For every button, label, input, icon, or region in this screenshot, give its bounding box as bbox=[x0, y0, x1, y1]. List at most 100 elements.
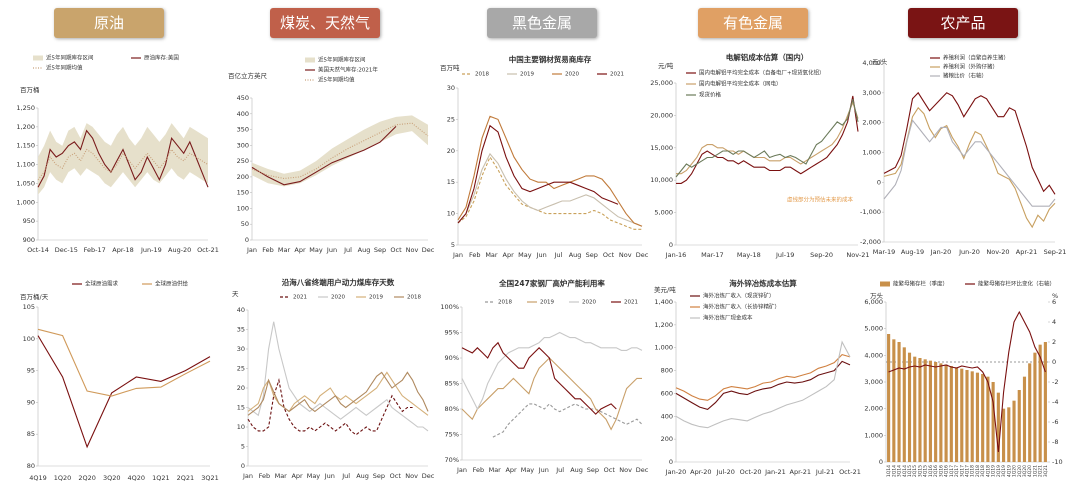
x-tick-label: Aug-19 bbox=[901, 248, 924, 256]
y-tick-label: 350 bbox=[237, 126, 249, 134]
x-tick-label: Oct bbox=[390, 472, 402, 480]
bar bbox=[954, 367, 959, 462]
series-line bbox=[675, 340, 851, 429]
chart-title: 沿海八省终端用户动力煤库存天数 bbox=[282, 277, 395, 287]
y-tick-label: 2,000 bbox=[864, 405, 883, 413]
series-line bbox=[676, 95, 859, 184]
legend-label: 近5年同期均值 bbox=[318, 76, 355, 84]
bar bbox=[1033, 352, 1037, 462]
legend-label: 近5年同期库存区间 bbox=[318, 56, 366, 64]
x-tick-label: 2Q21 bbox=[1038, 465, 1044, 477]
y-tick-label: 1,400 bbox=[654, 298, 673, 306]
legend-label: 全球原油需求 bbox=[85, 280, 119, 288]
x-tick-label: 2Q19 bbox=[996, 465, 1002, 477]
y-tick-label: 6,000 bbox=[864, 298, 883, 306]
bar bbox=[918, 358, 922, 462]
series-line bbox=[675, 360, 851, 411]
x-tick-label: Apr-20 bbox=[690, 468, 711, 476]
y2-tick-label: -6 bbox=[1052, 418, 1058, 426]
y-tick-label: 10 bbox=[447, 210, 455, 218]
x-tick-label: Oct bbox=[390, 246, 402, 254]
series-line bbox=[883, 91, 1056, 195]
x-tick-label: Mar-19 bbox=[873, 248, 895, 256]
x-tick-label: Nov-20 bbox=[986, 248, 1009, 256]
x-tick-label: Jun bbox=[324, 472, 335, 480]
legend-label: 2021 bbox=[624, 300, 638, 306]
x-tick-label: Sep bbox=[586, 251, 598, 259]
y2-tick-label: -10 bbox=[1052, 458, 1063, 466]
series-line bbox=[883, 106, 1056, 229]
bar bbox=[902, 347, 906, 462]
x-tick-label: 3Q21 bbox=[201, 474, 219, 482]
y-tick-label: 5 bbox=[241, 443, 245, 451]
bar bbox=[913, 356, 917, 462]
legend-label: 能繁母猪存栏（季度） bbox=[893, 280, 948, 288]
x-tick-label: 4Q15 bbox=[923, 465, 929, 477]
x-tick-label: Sep bbox=[373, 472, 385, 480]
range-band bbox=[38, 123, 208, 195]
x-tick-label: Jul bbox=[343, 246, 352, 254]
y-tick-label: 90 bbox=[27, 398, 35, 406]
x-tick-label: Jun bbox=[538, 466, 549, 474]
legend-label: 近5年同期均值 bbox=[46, 64, 83, 72]
legend-label: 2019 bbox=[520, 72, 534, 78]
series-line bbox=[675, 99, 859, 178]
x-tick-label: Jan bbox=[456, 466, 467, 474]
x-tick-label: Mar-17 bbox=[701, 251, 723, 259]
legend-label: 养殖利润（自繁自养生猪） bbox=[943, 54, 1009, 62]
x-tick-label: 4Q20 bbox=[1027, 465, 1033, 477]
bar bbox=[981, 374, 985, 462]
x-tick-label: Feb bbox=[262, 246, 274, 254]
x-tick-label: Aug bbox=[569, 251, 582, 259]
legend-label: 2019 bbox=[369, 295, 383, 301]
series-line bbox=[247, 321, 429, 432]
x-tick-label: Oct-21 bbox=[839, 468, 861, 476]
legend-label: 猪粮比价（右轴） bbox=[943, 72, 987, 80]
y2-tick-label: 2 bbox=[1052, 338, 1056, 346]
bar bbox=[892, 339, 896, 462]
x-tick-label: Jan bbox=[246, 246, 257, 254]
bar bbox=[991, 382, 995, 462]
section-header: 有色金属 bbox=[698, 8, 808, 38]
x-tick-label: Apr-18 bbox=[112, 246, 133, 254]
y-tick-label: 450 bbox=[237, 94, 249, 102]
x-tick-label: Jun-19 bbox=[140, 246, 162, 254]
bar bbox=[923, 359, 927, 462]
y-tick-label: 1,050 bbox=[16, 179, 35, 187]
y2-tick-label: 0 bbox=[1052, 358, 1056, 366]
y-tick-label: 20 bbox=[237, 384, 245, 392]
y2-tick-label: 6 bbox=[1052, 298, 1056, 306]
y-tick-label: 1,200 bbox=[16, 123, 35, 131]
y-tick-label: 100 bbox=[23, 335, 35, 343]
legend-swatch bbox=[880, 281, 890, 287]
y-axis-label: 百万吨 bbox=[440, 63, 460, 72]
series-line bbox=[37, 328, 211, 397]
legend-label: 2018 bbox=[475, 72, 489, 78]
y-tick-label: 1,000 bbox=[864, 431, 883, 439]
x-tick-label: 1Q20 bbox=[54, 474, 72, 482]
y-tick-label: 10,000 bbox=[650, 176, 673, 184]
x-tick-label: Sep-20 bbox=[810, 251, 833, 259]
section-header: 农产品 bbox=[908, 8, 1018, 38]
x-tick-label: Apr bbox=[291, 472, 303, 480]
x-tick-label: Dec bbox=[422, 246, 435, 254]
section-header: 原油 bbox=[54, 8, 164, 38]
x-tick-label: Jun-20 bbox=[958, 248, 980, 256]
bar bbox=[975, 372, 980, 462]
x-tick-label: 4Q19 bbox=[1006, 465, 1012, 477]
y-tick-label: 70% bbox=[445, 456, 459, 464]
bar bbox=[897, 342, 901, 462]
y-tick-label: 1,000 bbox=[654, 344, 673, 352]
y-tick-label: 30 bbox=[237, 345, 245, 353]
y-tick-label: 150 bbox=[237, 189, 249, 197]
x-tick-label: 1Q16 bbox=[928, 465, 934, 477]
x-tick-label: Dec bbox=[636, 466, 649, 474]
legend-label: 近5年同期库存区间 bbox=[46, 54, 94, 62]
series-line bbox=[883, 119, 1056, 207]
bar bbox=[1017, 390, 1021, 462]
chart-title: 海外锌冶炼成本估算 bbox=[729, 278, 797, 288]
y-tick-label: 100% bbox=[440, 303, 459, 311]
x-tick-label: Dec-15 bbox=[55, 246, 78, 254]
y-tick-label: 95% bbox=[445, 329, 459, 337]
y-tick-label: 0 bbox=[669, 241, 673, 249]
